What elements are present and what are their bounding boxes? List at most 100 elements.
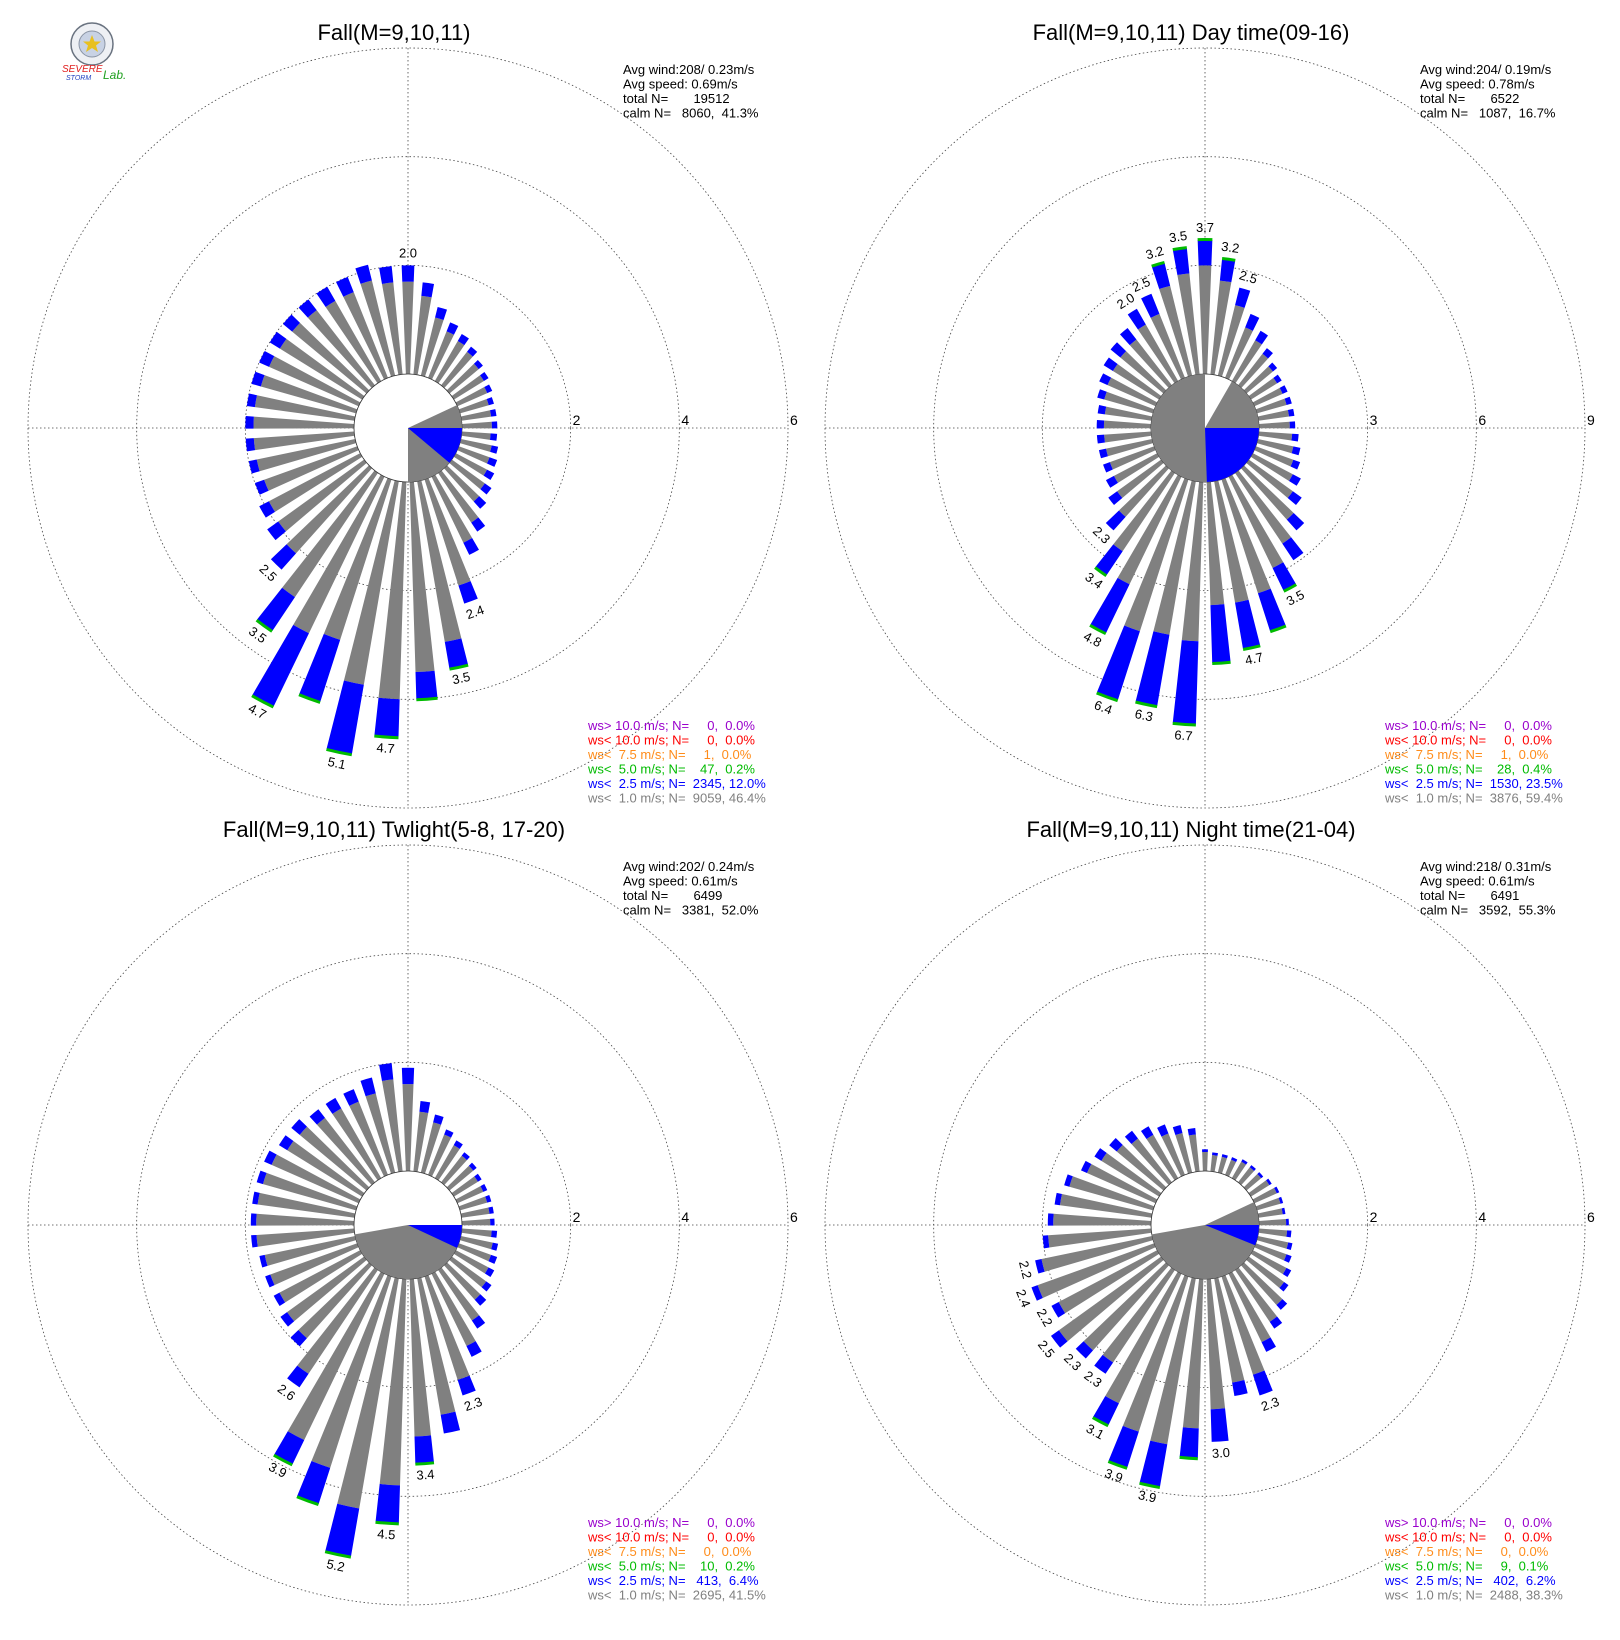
bar-value-label: 4.8 bbox=[1081, 628, 1104, 650]
bar-segment-ws-lt-2-5 bbox=[1286, 1242, 1293, 1250]
bar-segment-ws-lt-1 bbox=[457, 1243, 492, 1262]
bar-segment-ws-lt-2-5 bbox=[1172, 1125, 1183, 1136]
bar-segment-ws-lt-1 bbox=[1058, 1256, 1164, 1342]
bar-segment-ws-lt-1 bbox=[286, 465, 373, 554]
bar-segment-ws-lt-1 bbox=[461, 421, 492, 429]
bar-segment-ws-lt-2-5 bbox=[414, 1435, 434, 1464]
bar-segment-ws-lt-2-5 bbox=[1279, 1281, 1289, 1292]
bar-segment-ws-lt-2-5 bbox=[457, 1375, 476, 1396]
bar-segment-ws-lt-2-5 bbox=[254, 479, 269, 495]
bar-segment-ws-lt-2-5 bbox=[251, 1234, 258, 1248]
legend-entry: ws< 5.0 m/s; N= 47, 0.2% bbox=[587, 762, 755, 777]
bar-segment-ws-lt-2-5 bbox=[256, 1170, 267, 1185]
bar-value-label: 2.0 bbox=[1114, 290, 1137, 312]
bar-value-label: 3.0 bbox=[1211, 1445, 1230, 1461]
bar-value-label: 5.2 bbox=[325, 1556, 346, 1574]
bar-segment-ws-lt-1 bbox=[1258, 421, 1290, 429]
bar-segment-ws-lt-1 bbox=[1246, 459, 1293, 498]
bar-segment-ws-lt-2-5 bbox=[259, 351, 275, 367]
legend-entry: ws< 1.0 m/s; N= 3876, 59.4% bbox=[1384, 791, 1563, 806]
bar-segment-ws-lt-1 bbox=[1250, 1250, 1287, 1275]
legend-entry: ws< 7.5 m/s; N= 1, 0.0% bbox=[587, 747, 752, 762]
bar-segment-ws-lt-1 bbox=[311, 1274, 392, 1468]
bar-segment-ws-lt-2-5 bbox=[1031, 1285, 1043, 1301]
bar-segment-ws-lt-2-5 bbox=[1197, 239, 1213, 266]
bar-segment-ws-lt-1 bbox=[431, 1271, 476, 1347]
bar-segment-ws-lt-1 bbox=[269, 356, 361, 407]
bar-segment-ws-lt-5 bbox=[1242, 644, 1261, 651]
bar-segment-ws-lt-1 bbox=[1188, 1134, 1200, 1172]
bar-segment-ws-lt-1 bbox=[1131, 1138, 1172, 1186]
bar-segment-ws-lt-2-5 bbox=[1284, 396, 1292, 405]
bar-segment-ws-lt-2-5 bbox=[1276, 1299, 1288, 1310]
bar-segment-ws-lt-1 bbox=[1235, 1267, 1278, 1322]
legend-entry: ws> 10.0 m/s; N= 0, 0.0% bbox=[587, 1515, 755, 1530]
bar-value-label: 2.6 bbox=[275, 1381, 298, 1404]
bar-segment-ws-lt-1 bbox=[1214, 480, 1249, 603]
bar-segment-ws-lt-1 bbox=[461, 431, 491, 440]
bar-segment-ws-lt-2-5 bbox=[489, 433, 498, 441]
bar-segment-ws-lt-2-5 bbox=[355, 264, 372, 284]
bar-segment-ws-lt-1 bbox=[455, 1186, 484, 1204]
speed-legend: ws> 10.0 m/s; N= 0, 0.0%ws< 10.0 m/s; N=… bbox=[1384, 718, 1563, 806]
bar-segment-ws-lt-2-5 bbox=[1051, 1302, 1066, 1318]
bar-segment-ws-lt-5 bbox=[1091, 1416, 1109, 1428]
bar-segment-ws-lt-1 bbox=[413, 295, 432, 375]
bar-segment-ws-lt-1 bbox=[1210, 280, 1232, 375]
bar-segment-ws-lt-1 bbox=[1250, 453, 1293, 481]
bar-segment-ws-lt-2-5 bbox=[1281, 1207, 1286, 1215]
bar-segment-ws-lt-1 bbox=[420, 1122, 442, 1174]
bar-segment-ws-lt-2-5 bbox=[444, 638, 469, 669]
legend-entry: ws< 1.0 m/s; N= 9059, 46.4% bbox=[587, 791, 766, 806]
bar-segment-ws-lt-1 bbox=[256, 1228, 355, 1247]
bar-segment-ws-lt-1 bbox=[381, 1079, 403, 1172]
bar-segment-ws-lt-2-5 bbox=[379, 266, 394, 284]
bar-segment-ws-lt-2-5 bbox=[471, 517, 486, 532]
bar-segment-ws-lt-2-5 bbox=[473, 496, 487, 509]
bar-segment-ws-lt-1 bbox=[428, 331, 454, 380]
bar-segment-ws-lt-1 bbox=[1083, 1262, 1170, 1351]
bar-segment-ws-lt-2-5 bbox=[336, 276, 354, 297]
bar-segment-ws-lt-1 bbox=[1246, 1256, 1285, 1288]
bar-segment-ws-lt-2-5 bbox=[1279, 385, 1288, 394]
bar-segment-ws-lt-2-5 bbox=[1135, 631, 1170, 707]
legend-entry: ws< 2.5 m/s; N= 2345, 12.0% bbox=[587, 776, 766, 791]
bar-segment-ws-lt-2-5 bbox=[1289, 421, 1296, 429]
bar-segment-ws-lt-1 bbox=[254, 395, 356, 421]
bar-segment-ws-lt-2-5 bbox=[1105, 475, 1118, 488]
bar-value-label: 6.7 bbox=[1174, 727, 1193, 743]
bar-segment-ws-lt-1 bbox=[1228, 474, 1284, 568]
bar-segment-ws-lt-1 bbox=[1231, 1161, 1247, 1181]
bar-value-label: 3.5 bbox=[1284, 587, 1307, 609]
bar-segment-ws-lt-1 bbox=[325, 300, 382, 384]
panel-title: Fall(M=9,10,11) Twlight(5-8, 17-20) bbox=[223, 817, 565, 842]
bar-segment-ws-lt-2-5 bbox=[343, 1089, 359, 1106]
bar-segment-ws-lt-1 bbox=[1235, 470, 1292, 544]
bar-segment-ws-lt-5 bbox=[1094, 566, 1108, 577]
bar-segment-ws-lt-1 bbox=[1104, 431, 1152, 443]
bar-segment-ws-lt-1 bbox=[287, 1256, 367, 1322]
bar-segment-ws-lt-2-5 bbox=[1080, 1160, 1092, 1174]
bar-segment-ws-lt-2-5 bbox=[1103, 462, 1113, 473]
wind-rose-panel-nighttime: Fall(M=9,10,11) Night time(21-04) 2 4 6 2.3 3… bbox=[824, 817, 1595, 1606]
bar-segment-ws-lt-1 bbox=[417, 480, 462, 642]
bar-segment-ws-lt-1 bbox=[1059, 1193, 1153, 1218]
bar-segment-ws-lt-1 bbox=[458, 1196, 488, 1211]
bar-segment-ws-lt-2-5 bbox=[415, 670, 438, 700]
bar-segment-ws-lt-2-5 bbox=[1098, 448, 1108, 459]
bar-segment-ws-lt-1 bbox=[253, 416, 355, 429]
bar-value-label: 3.9 bbox=[1103, 1465, 1125, 1485]
bar-segment-ws-lt-1 bbox=[1210, 1155, 1218, 1172]
bar-segment-ws-lt-1 bbox=[1198, 265, 1212, 375]
bar-segment-ws-lt-2-5 bbox=[251, 371, 265, 387]
bar-segment-ws-lt-1 bbox=[1041, 1236, 1154, 1272]
bar-segment-ws-lt-2-5 bbox=[325, 1503, 360, 1557]
bar-value-label: 4.7 bbox=[1244, 649, 1265, 667]
stat-line: Avg wind:208/ 0.23m/s bbox=[623, 62, 755, 77]
bar-segment-ws-lt-5 bbox=[1151, 261, 1165, 268]
stat-line: calm N= 3381, 52.0% bbox=[623, 903, 759, 918]
bar-segment-ws-lt-5 bbox=[1283, 583, 1298, 593]
bar-segment-ws-lt-2-5 bbox=[1273, 374, 1282, 384]
bar-segment-ws-lt-5 bbox=[449, 663, 469, 671]
